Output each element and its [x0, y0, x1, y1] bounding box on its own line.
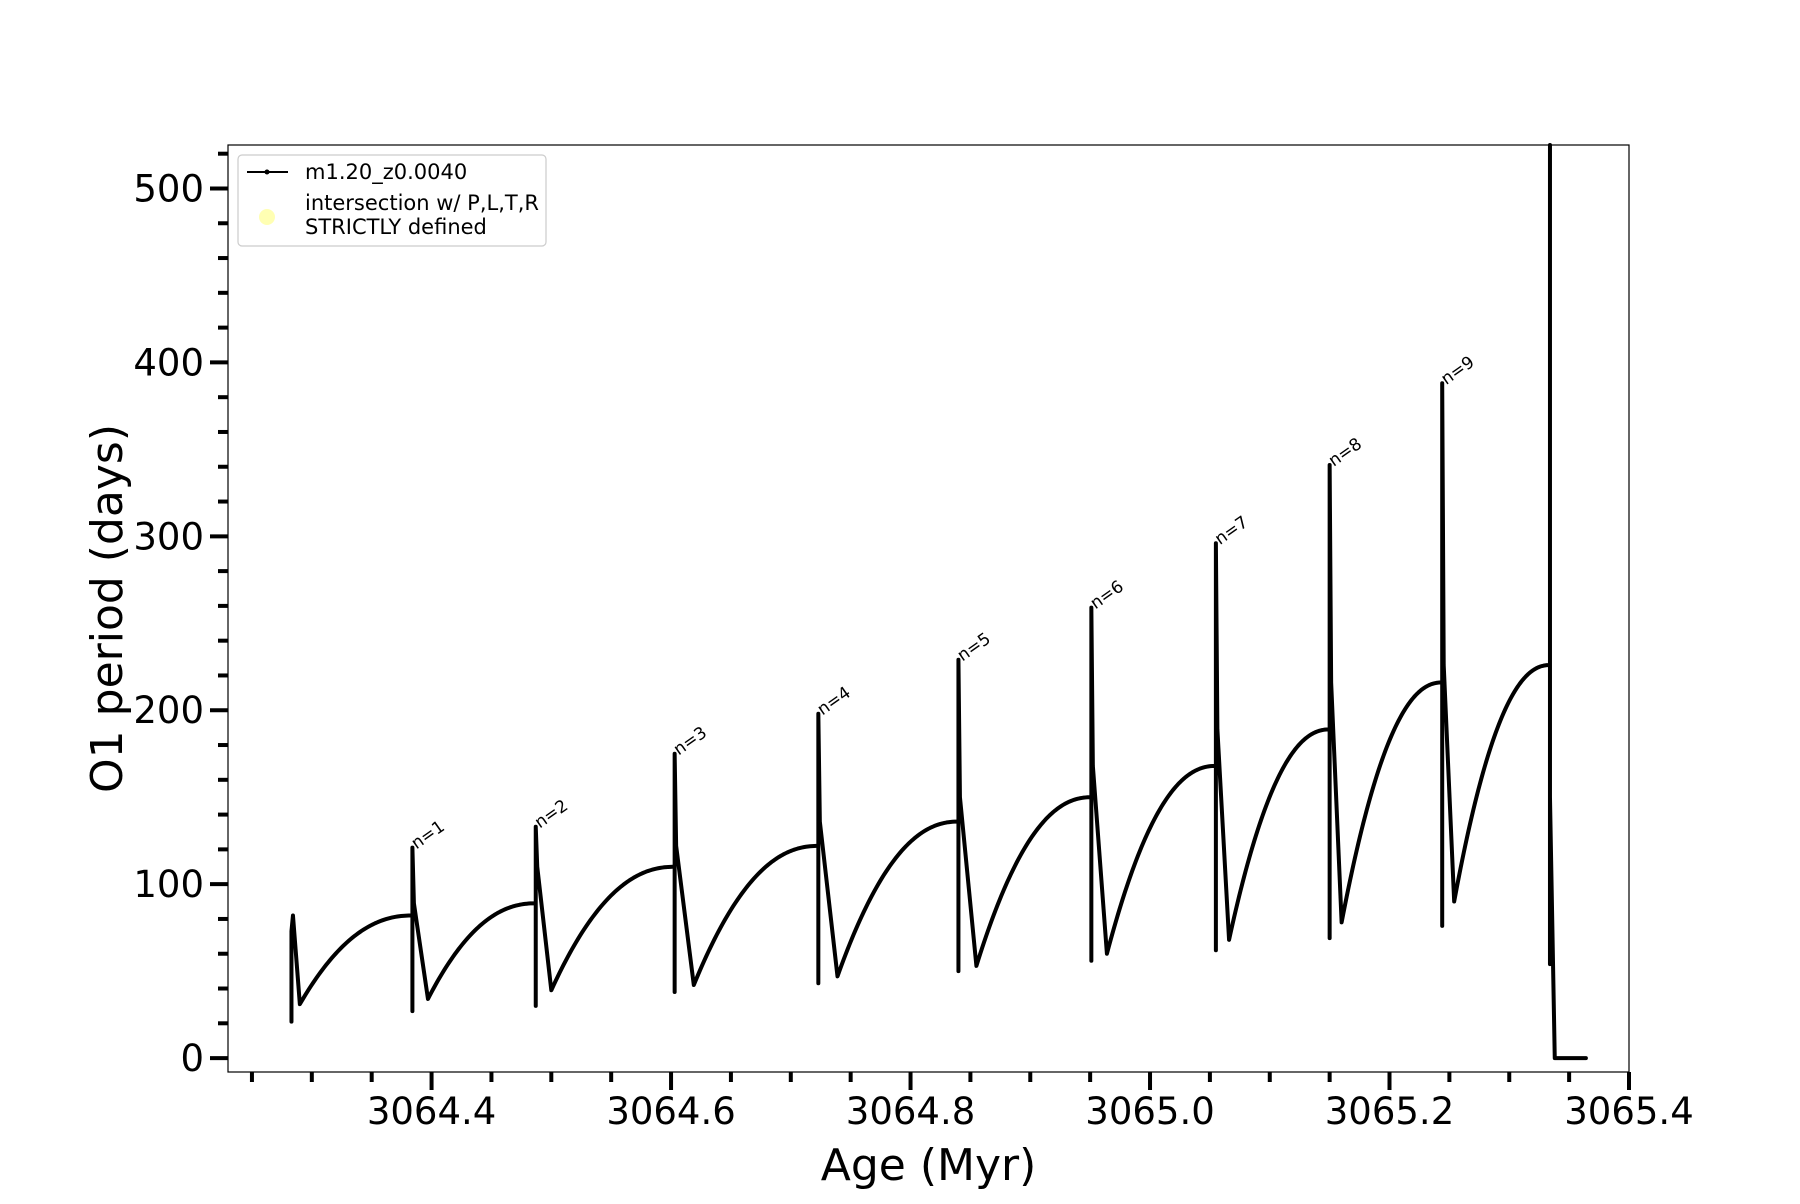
x-tick-label: 3065.2 [1325, 1090, 1454, 1133]
x-tick-label: 3065.4 [1564, 1090, 1693, 1133]
x-tick-label: 3064.4 [367, 1090, 496, 1133]
x-tick-label: 3064.6 [606, 1090, 735, 1133]
legend-label-line: STRICTLY defined [305, 215, 487, 239]
y-tick-label: 100 [133, 863, 204, 906]
legend-box [237, 154, 547, 247]
y-tick-label: 400 [133, 341, 204, 384]
y-tick-label: 0 [180, 1037, 204, 1080]
y-axis: 0 100 200 300 400 500 [133, 151, 228, 1080]
legend-label-intersection: intersection w/ P,L,T,R STRICTLY defined [305, 191, 539, 239]
y-tick-label: 500 [133, 167, 204, 210]
x-tick-label: 3064.8 [846, 1090, 975, 1133]
y-axis-label: O1 period (days) [82, 424, 133, 793]
x-axis: 3064.4 3064.6 3064.8 3065.0 3065.2 3065.4 [249, 1072, 1694, 1133]
legend-label-line: intersection w/ P,L,T,R [305, 191, 539, 215]
legend-circle-marker [259, 209, 275, 225]
y-tick-label: 300 [133, 515, 204, 558]
series-group [289, 143, 1588, 1061]
plot-area-frame [227, 144, 1630, 1073]
legend-line-dot-marker [264, 169, 270, 175]
x-axis-label: Age (Myr) [821, 1140, 1037, 1191]
legend: m1.20_z0.0040 intersection w/ P,L,T,R STR… [237, 154, 547, 247]
legend-label-series: m1.20_z0.0040 [305, 160, 467, 185]
y-tick-label: 200 [133, 689, 204, 732]
series-line [289, 143, 1588, 1061]
x-tick-label: 3065.0 [1085, 1090, 1214, 1133]
